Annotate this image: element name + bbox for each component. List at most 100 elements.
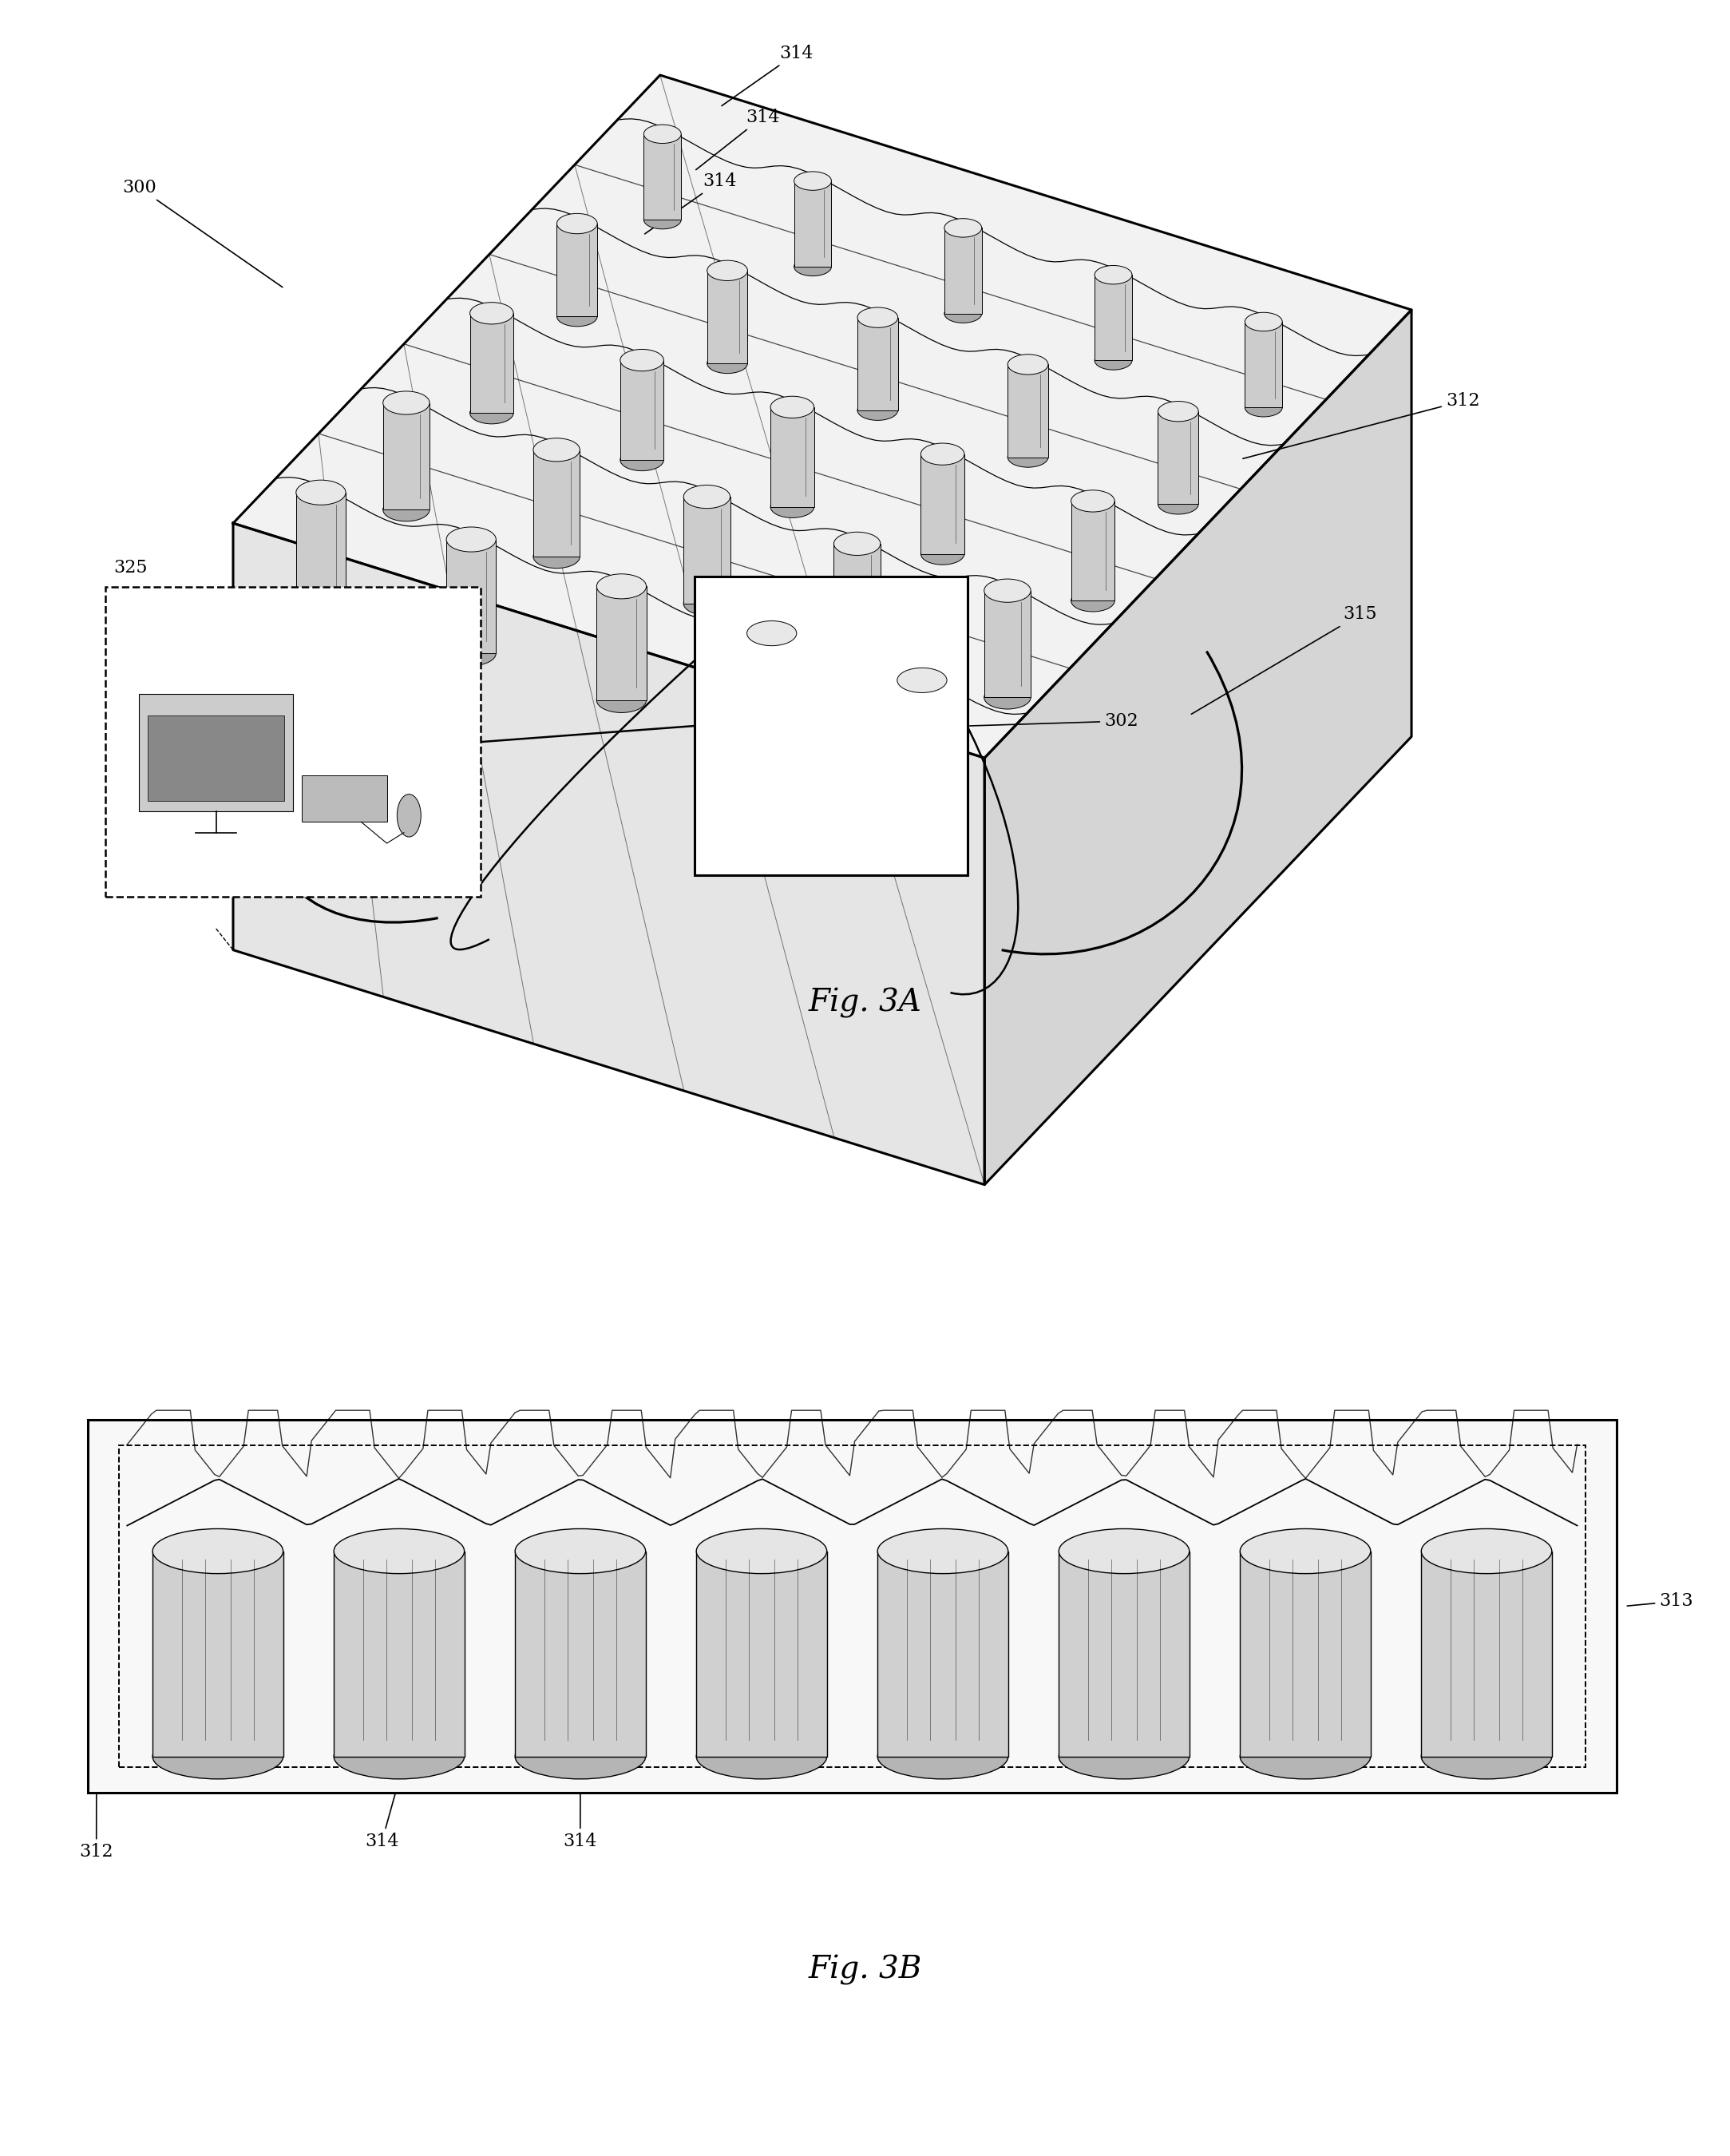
Polygon shape bbox=[945, 229, 981, 313]
Ellipse shape bbox=[877, 1733, 1009, 1779]
Ellipse shape bbox=[557, 213, 597, 233]
Ellipse shape bbox=[152, 1529, 284, 1574]
Polygon shape bbox=[619, 360, 664, 459]
Polygon shape bbox=[770, 407, 815, 507]
Polygon shape bbox=[296, 492, 346, 606]
Ellipse shape bbox=[1246, 399, 1282, 416]
Polygon shape bbox=[747, 634, 796, 748]
Ellipse shape bbox=[834, 638, 881, 662]
Bar bbox=[119, 1445, 1586, 1768]
Ellipse shape bbox=[984, 580, 1031, 602]
Polygon shape bbox=[834, 543, 881, 651]
Ellipse shape bbox=[683, 485, 730, 509]
Ellipse shape bbox=[1095, 265, 1131, 285]
Ellipse shape bbox=[1059, 1733, 1189, 1779]
Polygon shape bbox=[516, 1550, 645, 1757]
Ellipse shape bbox=[708, 261, 747, 280]
Polygon shape bbox=[152, 1550, 284, 1757]
Polygon shape bbox=[1095, 274, 1131, 360]
Polygon shape bbox=[920, 455, 964, 554]
Text: 300: 300 bbox=[123, 179, 282, 287]
Text: 312: 312 bbox=[1242, 392, 1479, 459]
Ellipse shape bbox=[557, 306, 597, 326]
Text: 314: 314 bbox=[365, 1783, 400, 1850]
Bar bbox=[138, 694, 292, 811]
Ellipse shape bbox=[1246, 313, 1282, 332]
Ellipse shape bbox=[1095, 351, 1131, 371]
Ellipse shape bbox=[152, 1733, 284, 1779]
Text: 315: 315 bbox=[1192, 606, 1377, 714]
Ellipse shape bbox=[597, 573, 647, 599]
Ellipse shape bbox=[516, 1529, 645, 1574]
Ellipse shape bbox=[619, 448, 664, 470]
Polygon shape bbox=[234, 524, 984, 1184]
Polygon shape bbox=[1157, 412, 1199, 505]
Ellipse shape bbox=[858, 308, 898, 328]
Ellipse shape bbox=[1007, 354, 1048, 375]
Bar bbox=[301, 774, 388, 821]
Ellipse shape bbox=[770, 397, 815, 418]
Ellipse shape bbox=[597, 688, 647, 714]
Ellipse shape bbox=[644, 211, 682, 229]
Ellipse shape bbox=[619, 349, 664, 371]
Ellipse shape bbox=[334, 1529, 464, 1574]
Text: Fig. 3A: Fig. 3A bbox=[808, 987, 922, 1018]
Bar bbox=[88, 1419, 1616, 1794]
Ellipse shape bbox=[898, 783, 946, 806]
Bar bbox=[147, 716, 284, 800]
Ellipse shape bbox=[794, 257, 832, 276]
Text: Fig. 3B: Fig. 3B bbox=[808, 1955, 922, 1986]
Ellipse shape bbox=[945, 304, 981, 323]
Ellipse shape bbox=[695, 1733, 827, 1779]
Text: 315: 315 bbox=[182, 627, 299, 757]
Polygon shape bbox=[234, 75, 1412, 759]
Polygon shape bbox=[557, 224, 597, 317]
Ellipse shape bbox=[533, 545, 580, 569]
Ellipse shape bbox=[747, 621, 796, 647]
Ellipse shape bbox=[334, 1733, 464, 1779]
Bar bbox=[106, 586, 481, 897]
Polygon shape bbox=[597, 586, 647, 701]
Ellipse shape bbox=[1157, 401, 1199, 423]
Text: 314: 314 bbox=[564, 1783, 597, 1850]
Ellipse shape bbox=[471, 403, 514, 425]
Ellipse shape bbox=[945, 218, 981, 237]
Ellipse shape bbox=[1157, 494, 1199, 515]
Ellipse shape bbox=[834, 533, 881, 556]
Text: 316: 316 bbox=[1007, 1421, 1069, 1438]
Ellipse shape bbox=[984, 686, 1031, 709]
Ellipse shape bbox=[446, 640, 497, 666]
Polygon shape bbox=[471, 313, 514, 414]
Text: 314: 314 bbox=[645, 172, 737, 233]
Polygon shape bbox=[382, 403, 429, 509]
Ellipse shape bbox=[898, 668, 946, 692]
Polygon shape bbox=[1246, 321, 1282, 407]
Polygon shape bbox=[683, 496, 730, 604]
Text: 325: 325 bbox=[114, 558, 147, 576]
Ellipse shape bbox=[683, 593, 730, 614]
Ellipse shape bbox=[1059, 1529, 1189, 1574]
Polygon shape bbox=[984, 310, 1412, 1184]
Polygon shape bbox=[1422, 1550, 1552, 1757]
Ellipse shape bbox=[1240, 1529, 1370, 1574]
Polygon shape bbox=[1059, 1550, 1189, 1757]
Ellipse shape bbox=[382, 390, 429, 414]
Ellipse shape bbox=[1071, 591, 1114, 612]
Polygon shape bbox=[984, 591, 1031, 696]
Bar bbox=[694, 576, 967, 875]
Ellipse shape bbox=[516, 1733, 645, 1779]
Polygon shape bbox=[334, 1550, 464, 1757]
Ellipse shape bbox=[920, 543, 964, 565]
Ellipse shape bbox=[1240, 1733, 1370, 1779]
Text: 350: 350 bbox=[116, 1453, 234, 1511]
Polygon shape bbox=[533, 451, 580, 556]
Text: 313: 313 bbox=[1628, 1593, 1694, 1611]
Text: 314: 314 bbox=[721, 45, 813, 106]
Ellipse shape bbox=[858, 401, 898, 420]
Polygon shape bbox=[898, 681, 946, 793]
Ellipse shape bbox=[1422, 1733, 1552, 1779]
Ellipse shape bbox=[920, 444, 964, 466]
Ellipse shape bbox=[708, 354, 747, 373]
Ellipse shape bbox=[446, 526, 497, 552]
Polygon shape bbox=[1240, 1550, 1370, 1757]
